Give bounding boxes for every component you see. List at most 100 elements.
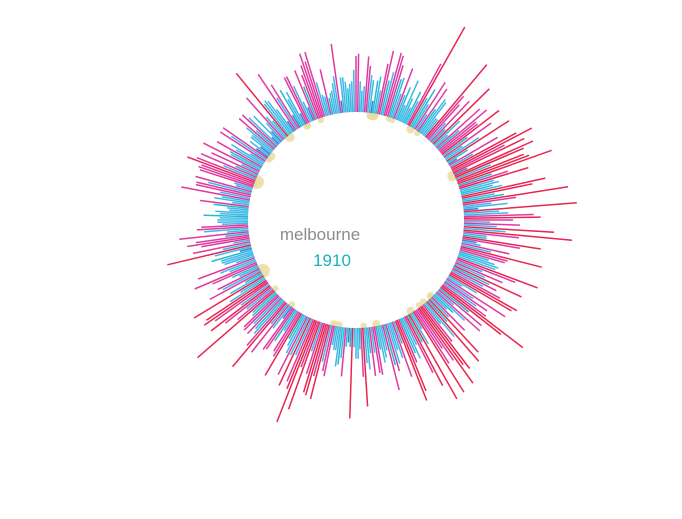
temperature-bar [179, 230, 249, 241]
temperature-bar [255, 298, 284, 330]
temperature-bar [270, 303, 289, 325]
temperature-bar [203, 214, 249, 218]
city-label: melbourne [280, 225, 360, 244]
temperature-bar [194, 261, 257, 290]
temperature-bar [264, 312, 303, 376]
temperature-bar [402, 107, 412, 124]
temperature-bar [452, 137, 525, 174]
temperature-bar [196, 181, 252, 196]
temperature-bar [405, 315, 444, 387]
temperature-bar [421, 102, 447, 135]
temperature-bar [250, 136, 272, 154]
temperature-bar [345, 327, 349, 347]
temperature-bar [246, 301, 286, 346]
temperature-bar [437, 290, 455, 306]
temperature-bar [323, 325, 336, 377]
temperature-bar [423, 119, 439, 137]
temperature-bar [253, 296, 281, 325]
temperature-bar [386, 323, 401, 364]
temperature-bar [253, 299, 285, 335]
temperature-bar [282, 306, 293, 319]
temperature-bar [375, 325, 382, 350]
temperature-bar [241, 114, 278, 148]
temperature-bar [456, 257, 538, 289]
temperature-bar [361, 86, 366, 113]
rainfall-dots [250, 110, 458, 329]
temperature-bar [426, 95, 465, 139]
temperature-bar [411, 89, 436, 128]
temperature-bar [244, 272, 263, 284]
temperature-bar [305, 322, 324, 375]
temperature-bar [447, 149, 469, 164]
temperature-bar [461, 240, 481, 247]
temperature-bar [217, 220, 249, 223]
temperature-bar [265, 308, 296, 350]
temperature-bar [287, 98, 304, 127]
temperature-bar [235, 184, 253, 191]
temperature-bar [463, 222, 520, 226]
temperature-bar [438, 109, 488, 151]
temperature-bar [430, 100, 470, 143]
temperature-bar [412, 311, 465, 393]
temperature-bar [416, 308, 455, 361]
temperature-bar [400, 317, 421, 359]
temperature-bar [356, 53, 360, 113]
temperature-bar [197, 290, 275, 359]
temperature-bar [200, 199, 249, 208]
temperature-bar [426, 301, 480, 362]
temperature-bar [385, 55, 404, 117]
temperature-bar [397, 104, 406, 121]
temperature-bar [385, 323, 401, 372]
temperature-bar [229, 273, 264, 295]
temperature-bar [406, 314, 423, 343]
temperature-bar [381, 72, 395, 116]
temperature-bar [349, 327, 354, 419]
temperature-bar [418, 307, 474, 384]
temperature-bar [422, 117, 437, 136]
temperature-bar [235, 72, 289, 137]
temperature-bar [455, 147, 524, 179]
temperature-bar [460, 184, 493, 195]
temperature-bar [449, 272, 518, 312]
temperature-bar [334, 326, 341, 351]
temperature-bar [332, 326, 339, 351]
temperature-bar [260, 146, 271, 155]
temperature-bar [371, 326, 381, 374]
temperature-bar [220, 258, 256, 274]
temperature-bar [216, 141, 263, 168]
temperature-bar [219, 131, 266, 162]
temperature-bar [193, 275, 264, 319]
temperature-bar [450, 132, 517, 170]
temperature-bar [274, 309, 297, 342]
temperature-bar [287, 321, 321, 410]
temperature-bar [378, 325, 388, 358]
temperature-bar [257, 73, 297, 131]
temperature-bar [211, 249, 253, 263]
temperature-bar [446, 120, 510, 162]
temperature-bar [434, 134, 449, 148]
temperature-bar [292, 85, 312, 123]
temperature-bar [448, 158, 458, 165]
temperature-bar [425, 64, 488, 138]
temperature-bar [300, 320, 319, 368]
temperature-bar [438, 289, 482, 327]
temperature-bar [352, 69, 356, 113]
temperature-bar [248, 117, 279, 146]
temperature-bar [197, 257, 256, 280]
temperature-bar [454, 263, 486, 279]
temperature-bar [463, 202, 577, 213]
temperature-bar [243, 295, 280, 331]
temperature-bar [361, 327, 369, 407]
temperature-bar [433, 120, 461, 146]
temperature-bar [235, 255, 255, 264]
temperature-bar [243, 294, 279, 328]
temperature-bar [414, 310, 450, 364]
temperature-bar [418, 108, 437, 133]
temperature-bar [427, 299, 448, 323]
temperature-bar [394, 94, 406, 120]
rain-dot [389, 117, 396, 124]
temperature-bar [181, 186, 251, 201]
temperature-bar [375, 90, 382, 115]
temperature-bar [463, 224, 497, 228]
temperature-bar [388, 322, 399, 351]
